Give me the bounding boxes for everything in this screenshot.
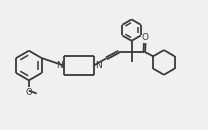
Text: N: N (95, 61, 102, 70)
Text: O: O (26, 88, 32, 97)
Text: O: O (141, 33, 148, 42)
Text: N: N (56, 61, 63, 70)
